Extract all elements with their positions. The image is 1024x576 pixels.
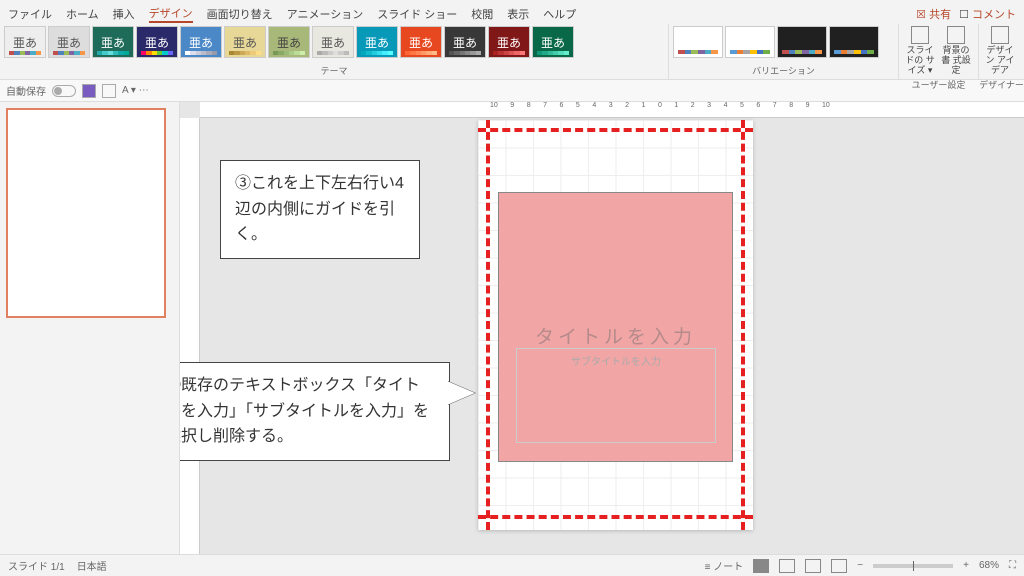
annotation-callout-3: ③これを上下左右行い4辺の内側にガイドを引く。 [220, 160, 420, 259]
theme-thumb-11[interactable]: 亜あ [488, 26, 530, 58]
themes-gallery[interactable]: 亜あ亜あ亜あ亜あ亜あ亜あ亜あ亜あ亜あ亜あ亜あ亜あ亜あ [0, 24, 668, 64]
theme-thumb-5[interactable]: 亜あ [224, 26, 266, 58]
quick-access-toolbar: 自動保存 A ▾ ⋯ [0, 80, 1024, 102]
tab-design[interactable]: デザイン [149, 5, 193, 23]
horizontal-ruler: 10987654321012345678910 [200, 102, 1024, 118]
fit-window-icon[interactable]: ⛶ [1009, 560, 1016, 571]
qat-save-icon[interactable] [82, 84, 96, 98]
theme-thumb-10[interactable]: 亜あ [444, 26, 486, 58]
normal-view-icon[interactable] [753, 559, 769, 573]
theme-thumb-4[interactable]: 亜あ [180, 26, 222, 58]
autosave-toggle[interactable] [52, 85, 76, 97]
variation-thumb-1[interactable] [725, 26, 775, 58]
zoom-out-icon[interactable]: − [857, 560, 863, 571]
horizontal-guide[interactable] [478, 515, 753, 519]
vertical-ruler [180, 118, 200, 554]
notes-button[interactable]: ≡ ノート [705, 558, 744, 573]
design-ideas-button[interactable]: デザイン アイデア [983, 26, 1017, 76]
themes-group-label: テーマ [0, 64, 668, 79]
slideshow-view-icon[interactable] [831, 559, 847, 573]
workspace: 1 10987654321012345678910 タイトルを入力 サブタイトル… [0, 102, 1024, 554]
theme-thumb-8[interactable]: 亜あ [356, 26, 398, 58]
language-indicator[interactable]: 日本語 [77, 558, 107, 573]
ribbon: 亜あ亜あ亜あ亜あ亜あ亜あ亜あ亜あ亜あ亜あ亜あ亜あ亜あ テーマ バリエーション ス… [0, 24, 1024, 80]
sorter-view-icon[interactable] [779, 559, 795, 573]
theme-thumb-1[interactable]: 亜あ [48, 26, 90, 58]
tab-view[interactable]: 表示 [507, 6, 529, 22]
tab-review[interactable]: 校閲 [471, 6, 493, 22]
slide-thumbnail-1[interactable] [6, 108, 166, 318]
variations-gallery[interactable] [669, 24, 898, 64]
slide[interactable]: タイトルを入力 サブタイトルを入力 [478, 120, 753, 530]
theme-thumb-9[interactable]: 亜あ [400, 26, 442, 58]
slide-counter: スライド 1/1 [8, 558, 65, 573]
background-format-button[interactable]: 背景の書 式設定 [939, 26, 973, 76]
annotation-callout-4: ④既存のテキストボックス「タイトルを入力」「サブタイトルを入力」を選択し削除する… [180, 362, 450, 461]
tab-file[interactable]: ファイル [8, 6, 52, 22]
tab-transitions[interactable]: 画面切り替え [207, 6, 273, 22]
zoom-slider[interactable] [873, 564, 953, 568]
vertical-guide[interactable] [486, 120, 490, 530]
tab-insert[interactable]: 挿入 [113, 6, 135, 22]
theme-thumb-3[interactable]: 亜あ [136, 26, 178, 58]
theme-thumb-2[interactable]: 亜あ [92, 26, 134, 58]
zoom-in-icon[interactable]: + [963, 560, 969, 571]
theme-thumb-7[interactable]: 亜あ [312, 26, 354, 58]
qat-more[interactable]: A ▾ ⋯ [122, 85, 149, 96]
variations-group-label: バリエーション [669, 64, 898, 79]
slide-canvas-area[interactable]: 10987654321012345678910 タイトルを入力 サブタイトルを入… [180, 102, 1024, 554]
vertical-guide[interactable] [741, 120, 745, 530]
status-bar: スライド 1/1 日本語 ≡ ノート − + 68% ⛶ [0, 554, 1024, 576]
variation-thumb-3[interactable] [829, 26, 879, 58]
designer-group-label: デザイナー [979, 78, 1024, 93]
tab-slideshow[interactable]: スライド ショー [377, 6, 457, 22]
comment-button[interactable]: ☐ コメント [959, 6, 1016, 22]
variation-thumb-2[interactable] [777, 26, 827, 58]
tab-help[interactable]: ヘルプ [543, 6, 576, 22]
reading-view-icon[interactable] [805, 559, 821, 573]
theme-thumb-12[interactable]: 亜あ [532, 26, 574, 58]
zoom-level[interactable]: 68% [979, 560, 999, 571]
slide-size-button[interactable]: スライドの サイズ ▾ [903, 26, 937, 76]
user-group-label: ユーザー設定 [899, 78, 978, 93]
share-button[interactable]: ☒ 共有 [916, 6, 951, 22]
tab-animations[interactable]: アニメーション [287, 6, 364, 22]
tab-home[interactable]: ホーム [66, 6, 99, 22]
subtitle-placeholder[interactable]: サブタイトルを入力 [516, 348, 716, 443]
variation-thumb-0[interactable] [673, 26, 723, 58]
qat-undo-icon[interactable] [102, 84, 116, 98]
horizontal-guide[interactable] [478, 128, 753, 132]
theme-thumb-0[interactable]: 亜あ [4, 26, 46, 58]
autosave-label: 自動保存 [6, 83, 46, 98]
title-placeholder[interactable]: タイトルを入力 [478, 322, 753, 349]
theme-thumb-6[interactable]: 亜あ [268, 26, 310, 58]
slide-thumbnails-pane[interactable]: 1 [0, 102, 180, 554]
ribbon-tabs: ファイル ホーム 挿入 デザイン 画面切り替え アニメーション スライド ショー… [0, 0, 1024, 24]
